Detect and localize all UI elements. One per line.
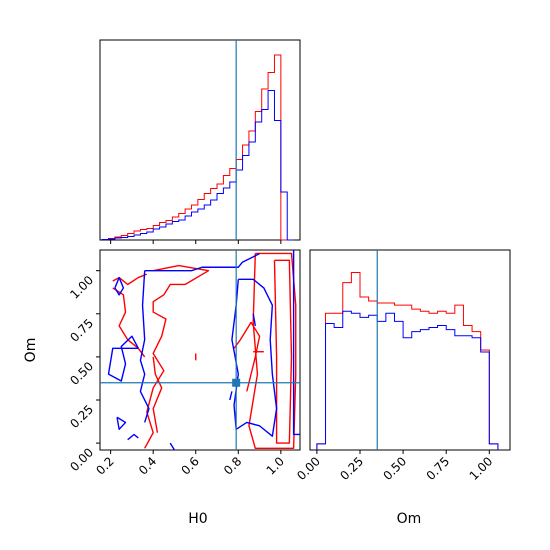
contour-ytick-label-3: 0.75 (67, 316, 96, 345)
contour-line-blue-2 (144, 252, 260, 272)
contour-line-red-5 (112, 287, 146, 358)
hist-om-xtick-label-2: 0.50 (380, 454, 409, 483)
hist-om-xtick-label-4: 1.00 (467, 454, 496, 483)
contour-line-blue-7 (169, 442, 176, 451)
contour-line-red-4 (112, 273, 148, 286)
truth-marker (232, 378, 241, 387)
x-axis-label-h0: H0 (188, 511, 207, 527)
hist-om-layer (316, 250, 499, 450)
contour-xtick-label-0: 0.2 (93, 454, 116, 477)
contour-line-blue-1 (107, 335, 139, 382)
contour-ytick-label-4: 1.00 (67, 273, 96, 302)
contour-line-blue-4 (231, 278, 278, 437)
hist-om-xtick-label-1: 0.25 (337, 454, 366, 483)
contour-xtick-label-2: 0.6 (178, 454, 201, 477)
hist-om-xtick-label-0: 0.00 (294, 454, 323, 483)
contour-line-blue-9 (252, 313, 257, 326)
contour-line-red-2 (144, 264, 210, 449)
contour-ytick-label-1: 0.25 (67, 402, 96, 431)
contour-line-blue-5 (116, 416, 127, 431)
hist-om-series-blue (316, 310, 499, 450)
contour-frame (99, 249, 301, 451)
contour-line-blue-3 (139, 270, 150, 423)
ticks-layer: 0.2 0.4 0.6 0.8 1.0 0.00 0.25 0.50 0.75 1.00 0.00 0… (67, 240, 495, 483)
contour-xtick-label-1: 0.4 (136, 454, 159, 477)
contour-ytick-label-2: 0.50 (67, 359, 96, 388)
contour-line-blue-10 (292, 250, 300, 436)
contour-xtick-label-4: 1.0 (264, 454, 287, 477)
contour-line-red-3 (152, 356, 163, 433)
contour-line-red-1 (273, 259, 293, 444)
contour-xtick-label-3: 0.8 (221, 454, 244, 477)
y-axis-label-om: Om (23, 338, 39, 363)
hist-h0-layer (101, 40, 294, 241)
hist-h0-series-red (101, 54, 294, 241)
x-axis-label-om: Om (397, 511, 422, 527)
contour-line-red-7 (233, 321, 261, 392)
hist-h0-series-blue (101, 90, 294, 241)
contour-line-blue-6 (127, 433, 139, 441)
hist-om-frame (309, 249, 511, 451)
hist-om-series-red (316, 271, 499, 450)
contour-line-blue-0 (114, 276, 125, 296)
contour-ytick-label-0: 0.00 (67, 445, 96, 474)
hist-h0-frame (99, 39, 301, 241)
contour-line-blue-8 (229, 391, 233, 401)
contour-layer (100, 250, 300, 451)
hist-om-xtick-label-3: 0.75 (424, 454, 453, 483)
